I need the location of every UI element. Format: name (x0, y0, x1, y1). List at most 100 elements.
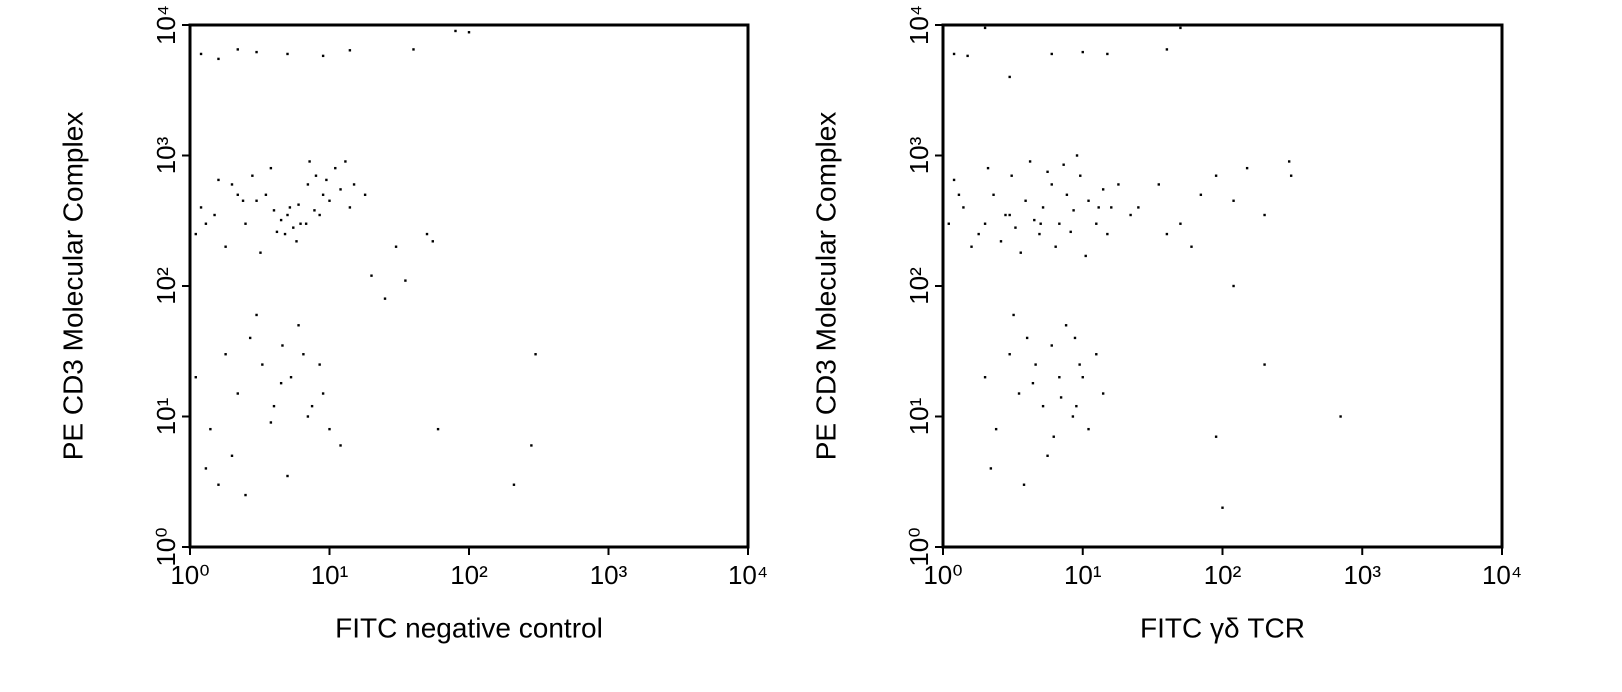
dot (248, 336, 252, 340)
x-axis-label: FITC γδ TCR (1140, 612, 1305, 643)
dot (1101, 188, 1105, 191)
dot (1081, 376, 1084, 379)
dot (952, 178, 956, 182)
dot (310, 404, 314, 408)
dot (1031, 381, 1035, 385)
x-axis-label: FITC negative control (335, 612, 603, 643)
dot (259, 251, 262, 254)
dot (1129, 213, 1132, 217)
dot (1095, 222, 1098, 225)
dot (325, 178, 328, 182)
y-tick-label: 10² (904, 267, 934, 305)
dot (1075, 404, 1078, 408)
dot (1046, 170, 1049, 174)
dot (264, 193, 268, 196)
dot (1101, 392, 1105, 395)
y-tick-label: 10³ (904, 136, 934, 174)
dot (348, 49, 352, 52)
dot (370, 274, 373, 277)
dot (1022, 483, 1026, 486)
dot (530, 444, 533, 447)
dot (1339, 415, 1342, 418)
dot (404, 279, 407, 282)
dot (352, 183, 356, 186)
dot (297, 203, 300, 206)
x-tick-label: 10⁰ (923, 560, 962, 590)
dot (1059, 396, 1063, 399)
dot (394, 245, 398, 248)
dot (313, 209, 316, 212)
x-tick-label: 10¹ (1064, 560, 1102, 590)
y-tick-label: 10⁰ (151, 527, 181, 566)
dot (204, 467, 208, 470)
dot (999, 240, 1003, 243)
dot (199, 52, 203, 56)
dot (986, 166, 990, 170)
x-tick-label: 10⁰ (170, 560, 209, 590)
dot (1058, 222, 1061, 225)
dot (1221, 506, 1224, 509)
dot (236, 193, 239, 196)
dot (314, 174, 318, 177)
dot (1117, 183, 1120, 186)
dot (318, 363, 321, 366)
dot (321, 193, 325, 196)
dot (194, 232, 197, 236)
dot (970, 245, 973, 248)
dot (1050, 52, 1053, 56)
plot-frame (941, 23, 1504, 549)
dot (1165, 232, 1169, 236)
dot (1095, 353, 1098, 356)
dot (1079, 174, 1082, 177)
dot (244, 222, 247, 225)
dot (297, 324, 300, 327)
dot (1110, 206, 1113, 209)
y-axis-label: PE CD3 Molecular Complex (57, 112, 88, 461)
dot (302, 353, 305, 356)
dot (241, 199, 245, 202)
dot (306, 415, 310, 418)
dot (292, 226, 295, 229)
dot (425, 232, 429, 236)
dot (952, 52, 956, 56)
dot (1097, 206, 1100, 209)
x-tick-label: 10³ (1343, 560, 1381, 590)
dot (272, 209, 276, 212)
dot (992, 193, 995, 196)
dot (983, 376, 987, 379)
dot (383, 297, 387, 300)
dot (308, 160, 311, 163)
dot (467, 31, 471, 34)
dot (199, 206, 203, 209)
dot (289, 376, 293, 379)
dot (1041, 206, 1045, 209)
dot (1106, 52, 1109, 56)
dot (213, 213, 216, 217)
dot (204, 222, 208, 225)
dot (1106, 232, 1109, 236)
dot (1190, 245, 1193, 248)
dot (1046, 454, 1049, 457)
dot (983, 222, 987, 225)
dot (1012, 313, 1015, 317)
dot (1214, 435, 1218, 438)
dot (1065, 193, 1069, 196)
dot (1069, 230, 1072, 234)
dot (224, 245, 227, 248)
dot (224, 353, 227, 356)
dot (1289, 174, 1293, 177)
y-tick-label: 10² (151, 267, 181, 305)
dot (1017, 392, 1021, 395)
dot (1024, 199, 1027, 202)
dot (1028, 160, 1032, 163)
dot (1019, 251, 1022, 254)
dot (957, 193, 961, 196)
dot (194, 376, 197, 379)
x-tick-label: 10⁴ (1482, 560, 1522, 590)
dot (230, 183, 234, 186)
x-tick-label: 10¹ (311, 560, 349, 590)
dot (279, 381, 283, 385)
dot (1025, 336, 1029, 340)
dot (275, 230, 279, 234)
dot (295, 240, 298, 243)
